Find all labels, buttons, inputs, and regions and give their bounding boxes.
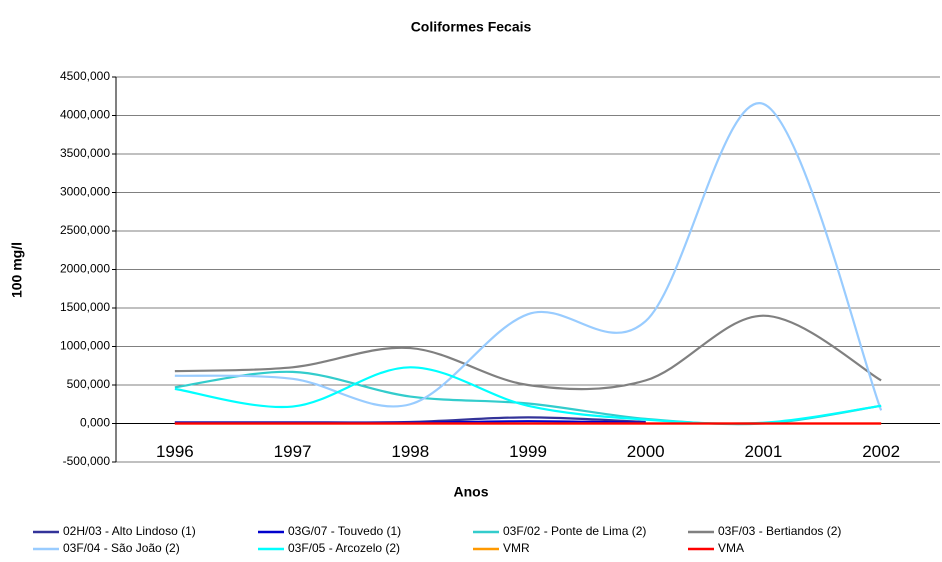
legend-label: 03F/03 - Bertiandos (2) (718, 524, 841, 538)
y-tick-label: 0,000 (80, 416, 110, 430)
x-tick-label: 1996 (156, 442, 194, 461)
x-tick-label: 2002 (862, 442, 900, 461)
y-tick-label: 2500,000 (60, 223, 110, 237)
legend-label: 03G/07 - Touvedo (1) (288, 524, 401, 538)
legend-label: 03F/05 - Arcozelo (2) (288, 541, 400, 555)
y-tick-label: 4000,000 (60, 108, 110, 122)
legend-label: 02H/03 - Alto Lindoso (1) (63, 524, 196, 538)
y-tick-label: 4500,000 (60, 69, 110, 83)
y-tick-label: 500,000 (67, 377, 111, 391)
y-tick-label: 2000,000 (60, 262, 110, 276)
x-tick-label: 1998 (391, 442, 429, 461)
series-line (174, 314, 882, 391)
legend-label: 03F/02 - Ponte de Lima (2) (503, 524, 646, 538)
x-tick-label: 2001 (745, 442, 783, 461)
y-tick-label: 3000,000 (60, 185, 110, 199)
y-axis-label: 100 mg/l (9, 242, 25, 298)
y-tick-label: -500,000 (63, 454, 111, 468)
y-tick-label: 1000,000 (60, 339, 110, 353)
x-tick-label: 1999 (509, 442, 547, 461)
y-tick-label: 1500,000 (60, 300, 110, 314)
x-axis-label: Anos (454, 484, 489, 500)
y-tick-label: 3500,000 (60, 146, 110, 160)
x-tick-label: 2000 (627, 442, 665, 461)
legend-label: 03F/04 - São João (2) (63, 541, 180, 555)
chart-title: Coliformes Fecais (411, 19, 532, 35)
x-tick-label: 1997 (274, 442, 312, 461)
legend-label: VMA (718, 541, 744, 555)
series-line (174, 366, 882, 425)
series-line (174, 102, 883, 411)
legend-label: VMR (503, 541, 530, 555)
